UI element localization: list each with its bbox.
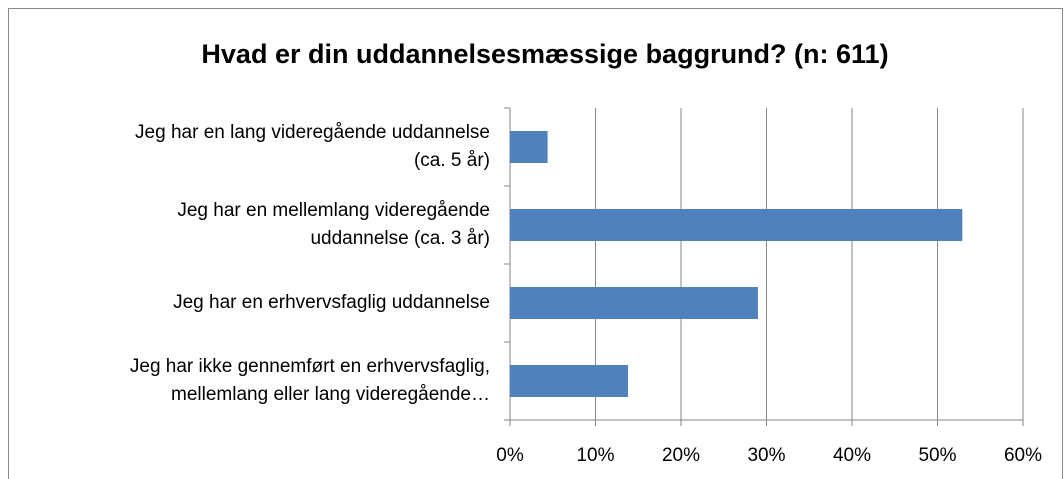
y-tick-label: Jeg har en mellemlang videregående (177, 200, 490, 221)
x-tick-label: 30% (747, 445, 785, 466)
y-tick-label: uddannelse (ca. 3 år) (310, 228, 490, 249)
bar (510, 365, 628, 397)
bar (510, 209, 963, 241)
bar (510, 287, 758, 319)
y-tick-label: mellemlang eller lang videregående… (171, 384, 490, 405)
x-tick-label: 10% (576, 445, 614, 466)
x-tick-label: 20% (662, 445, 700, 466)
y-tick-label: Jeg har ikke gennemført en erhvervsfagli… (130, 356, 490, 377)
y-tick-label: (ca. 5 år) (414, 150, 490, 171)
x-tick-label: 60% (1004, 445, 1042, 466)
x-tick-label: 40% (833, 445, 871, 466)
y-tick-label: Jeg har en erhvervsfaglig uddannelse (173, 292, 490, 313)
y-tick-label: Jeg har en lang videregående uddannelse (135, 122, 490, 143)
x-tick-label: 50% (918, 445, 956, 466)
chart-border (8, 8, 1063, 479)
bar (510, 131, 548, 163)
chart-title: Hvad er din uddannelsesmæssige baggrund?… (201, 39, 888, 69)
x-tick-label: 0% (496, 445, 524, 466)
